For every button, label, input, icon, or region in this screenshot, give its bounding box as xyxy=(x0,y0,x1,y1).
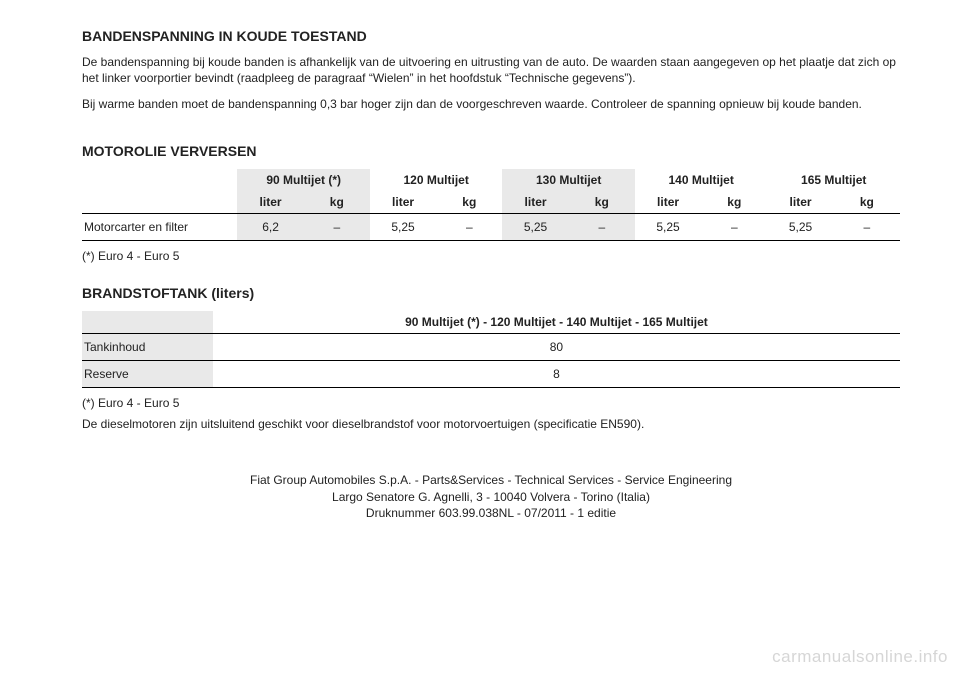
oil-unit-kg-2: kg xyxy=(569,191,635,214)
watermark: carmanualsonline.info xyxy=(772,647,948,667)
oil-data-row: Motorcarter en filter 6,2 – 5,25 – 5,25 … xyxy=(82,213,900,240)
section1-p1: De bandenspanning bij koude banden is af… xyxy=(82,54,900,86)
fuel-note: De dieselmotoren zijn uitsluitend geschi… xyxy=(82,416,900,432)
oil-header-row2: liter kg liter kg liter kg liter kg lite… xyxy=(82,191,900,214)
oil-unit-liter-2: liter xyxy=(502,191,568,214)
fuel-row-0: Tankinhoud 80 xyxy=(82,333,900,360)
oil-unit-liter-0: liter xyxy=(237,191,303,214)
fuel-row1-value: 8 xyxy=(213,360,900,387)
oil-engine-3: 140 Multijet xyxy=(635,169,768,191)
oil-v2-liter: 5,25 xyxy=(502,213,568,240)
oil-unit-liter-4: liter xyxy=(767,191,833,214)
oil-v4-liter: 5,25 xyxy=(767,213,833,240)
footer-l1: Fiat Group Automobiles S.p.A. - Parts&Se… xyxy=(82,472,900,489)
oil-row-label: Motorcarter en filter xyxy=(82,213,237,240)
fuel-row-1: Reserve 8 xyxy=(82,360,900,387)
footer-l2: Largo Senatore G. Agnelli, 3 - 10040 Vol… xyxy=(82,489,900,506)
footer-l3: Druknummer 603.99.038NL - 07/2011 - 1 ed… xyxy=(82,505,900,522)
oil-engine-4: 165 Multijet xyxy=(767,169,900,191)
oil-v3-kg: – xyxy=(701,213,767,240)
fuel-row0-value: 80 xyxy=(213,333,900,360)
section1-title: BANDENSPANNING IN KOUDE TOESTAND xyxy=(82,28,900,44)
oil-header-row1: 90 Multijet (*) 120 Multijet 130 Multije… xyxy=(82,169,900,191)
oil-v1-liter: 5,25 xyxy=(370,213,436,240)
oil-v0-kg: – xyxy=(304,213,370,240)
oil-unit-kg-0: kg xyxy=(304,191,370,214)
fuel-table: 90 Multijet (*) - 120 Multijet - 140 Mul… xyxy=(82,311,900,388)
oil-engine-0: 90 Multijet (*) xyxy=(237,169,370,191)
oil-v1-kg: – xyxy=(436,213,502,240)
oil-table: 90 Multijet (*) 120 Multijet 130 Multije… xyxy=(82,169,900,241)
fuel-row0-label: Tankinhoud xyxy=(82,333,213,360)
oil-unit-liter-1: liter xyxy=(370,191,436,214)
oil-unit-kg-4: kg xyxy=(834,191,900,214)
fuel-row1-label: Reserve xyxy=(82,360,213,387)
oil-footnote: (*) Euro 4 - Euro 5 xyxy=(82,249,900,263)
fuel-header: 90 Multijet (*) - 120 Multijet - 140 Mul… xyxy=(213,311,900,334)
oil-v4-kg: – xyxy=(834,213,900,240)
oil-unit-kg-3: kg xyxy=(701,191,767,214)
section1-p2: Bij warme banden moet de bandenspanning … xyxy=(82,96,900,112)
fuel-title: BRANDSTOFTANK (liters) xyxy=(82,285,900,301)
oil-unit-kg-1: kg xyxy=(436,191,502,214)
oil-engine-2: 130 Multijet xyxy=(502,169,635,191)
oil-title: MOTOROLIE VERVERSEN xyxy=(82,143,900,159)
fuel-header-row: 90 Multijet (*) - 120 Multijet - 140 Mul… xyxy=(82,311,900,334)
fuel-footnote: (*) Euro 4 - Euro 5 xyxy=(82,396,900,410)
oil-v3-liter: 5,25 xyxy=(635,213,701,240)
oil-v0-liter: 6,2 xyxy=(237,213,303,240)
oil-unit-liter-3: liter xyxy=(635,191,701,214)
oil-v2-kg: – xyxy=(569,213,635,240)
oil-engine-1: 120 Multijet xyxy=(370,169,503,191)
footer: Fiat Group Automobiles S.p.A. - Parts&Se… xyxy=(82,472,900,522)
